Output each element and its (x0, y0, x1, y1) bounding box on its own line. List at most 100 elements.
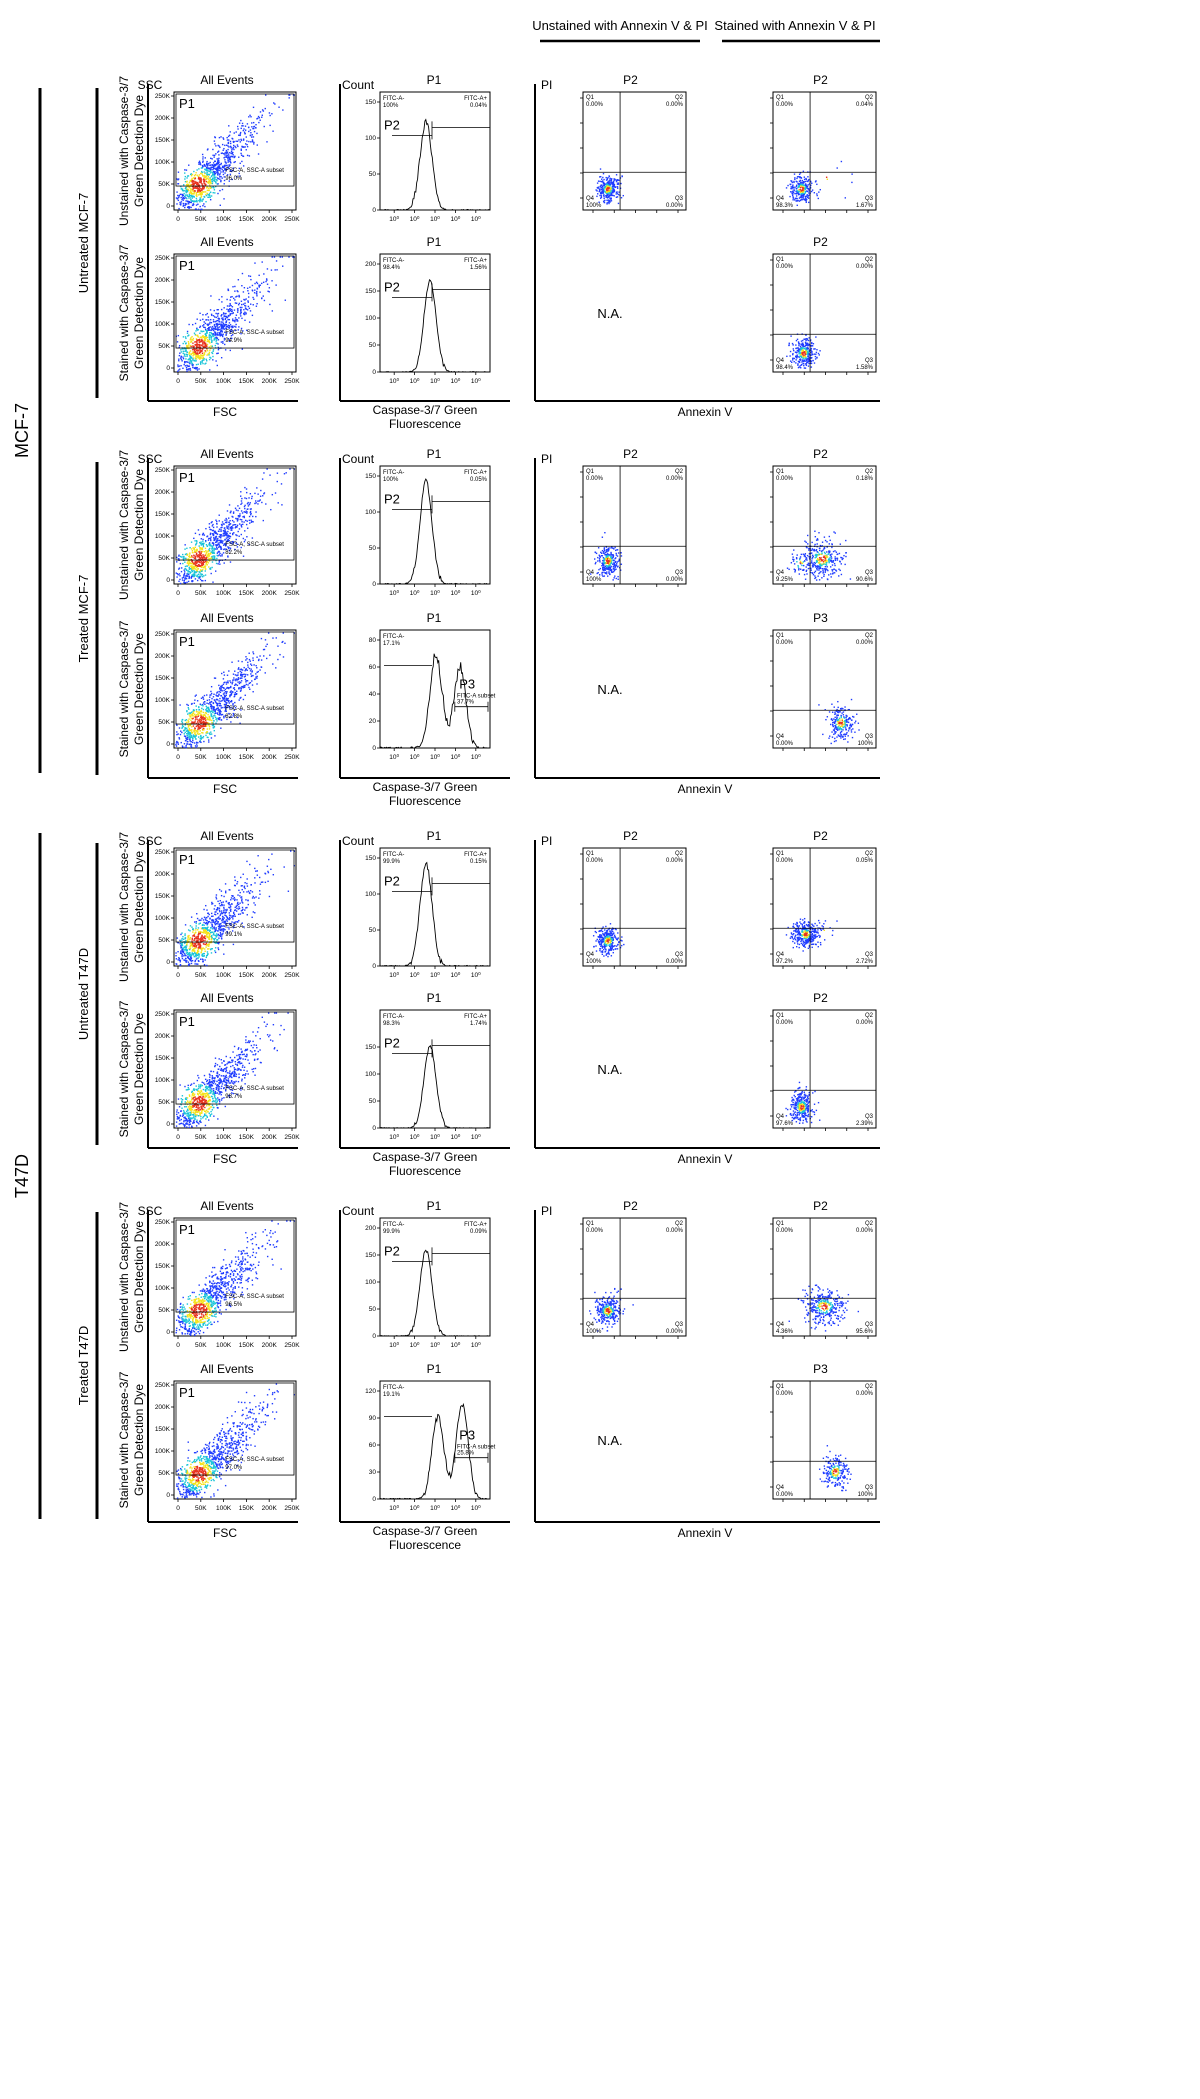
x-tick-label: 250K (284, 378, 300, 385)
quad-event (811, 541, 813, 544)
scatter-event (230, 305, 232, 307)
quad-event (831, 569, 833, 571)
scatter-event (215, 179, 218, 181)
scatter-event (207, 196, 209, 199)
quad-event (810, 354, 812, 356)
scatter-event (266, 283, 269, 285)
quad-event (793, 199, 796, 201)
quad-event (789, 183, 792, 186)
scatter-event (183, 197, 185, 200)
scatter-event (197, 182, 199, 185)
quad-event (827, 558, 830, 560)
quad-event (816, 193, 818, 195)
scatter-event (241, 512, 244, 514)
quad-event (808, 358, 810, 360)
q3-percent: 0.00% (666, 203, 684, 209)
x-tick-label: 0 (176, 754, 180, 761)
scatter-event (231, 306, 234, 308)
scatter-event (197, 203, 199, 205)
quad-event (810, 552, 812, 555)
scatter-event (201, 182, 203, 185)
x-tick-label: 10⁰ (410, 589, 420, 597)
scatter-event (193, 574, 196, 577)
scatter-event (194, 180, 196, 183)
scatter-event (191, 335, 193, 338)
scatter-event (230, 510, 232, 512)
scatter-event (209, 194, 211, 197)
quad-event (605, 196, 607, 198)
scatter-event (189, 358, 192, 360)
scatter-event (186, 562, 189, 564)
scatter-event (184, 735, 187, 738)
scatter-event (188, 560, 191, 562)
scatter-event (185, 745, 187, 747)
scatter-event (222, 171, 224, 173)
scatter-event (214, 530, 216, 533)
scatter-event (197, 187, 200, 190)
quad-event (799, 190, 802, 193)
scatter-event (212, 327, 215, 329)
scatter-event (217, 343, 219, 345)
scatter-event (214, 181, 217, 183)
scatter-event (220, 707, 222, 709)
y-tick-label: 200 (365, 261, 376, 268)
scatter-plot: All EventsSSC0050K50K100K100K150K150K200… (138, 447, 301, 597)
quad-event (608, 202, 610, 205)
scatter-event (181, 348, 184, 350)
scatter-event (200, 564, 203, 566)
scatter-event (198, 552, 201, 554)
quad-event (795, 355, 798, 358)
scatter-event (198, 185, 200, 188)
scatter-event (175, 197, 178, 199)
quad-event (799, 358, 802, 360)
scatter-event (242, 125, 244, 127)
quad-event (602, 569, 605, 572)
quad-event (610, 178, 612, 180)
scatter-event (227, 556, 229, 558)
scatter-event (188, 573, 190, 576)
scatter-event (206, 555, 208, 557)
quad-event (824, 571, 826, 573)
scatter-event (281, 641, 283, 644)
scatter-event (193, 730, 195, 733)
scatter-event (228, 154, 230, 156)
scatter-event (215, 182, 217, 184)
scatter-event (194, 343, 196, 346)
header-unstained-label: Unstained with Annexin V & PI (532, 18, 708, 33)
scatter-event (203, 339, 205, 341)
scatter-event (206, 336, 209, 339)
scatter-event (195, 566, 197, 568)
quad-event (805, 195, 808, 197)
scatter-event (220, 685, 222, 688)
scatter-event (203, 182, 205, 184)
scatter-event (227, 535, 229, 538)
quad-event (602, 568, 604, 571)
scatter-event (178, 207, 180, 210)
scatter-event (217, 704, 219, 707)
cell-line-label: MCF-7 (12, 403, 32, 458)
scatter-event (238, 139, 240, 141)
scatter-event (210, 544, 212, 547)
quad-event (807, 197, 810, 199)
scatter-event (200, 721, 202, 724)
scatter-event (207, 539, 210, 541)
scatter-event (244, 129, 247, 131)
scatter-event (220, 180, 222, 183)
scatter-event (238, 326, 240, 328)
scatter-event (201, 547, 203, 549)
scatter-event (242, 698, 245, 701)
scatter-event (187, 184, 190, 187)
scatter-event (202, 711, 205, 714)
quad-event (791, 185, 794, 187)
quad-event (804, 355, 807, 358)
quad-event (802, 349, 804, 351)
condition-label: Untreated T47D (76, 948, 91, 1040)
quad-event (603, 197, 605, 200)
quad-event (607, 550, 609, 552)
scatter-event (198, 343, 200, 346)
scatter-event (227, 288, 229, 290)
x-tick-label: 100K (216, 590, 232, 597)
scatter-event (240, 312, 242, 314)
scatter-event (220, 333, 223, 335)
scatter-event (231, 330, 233, 332)
